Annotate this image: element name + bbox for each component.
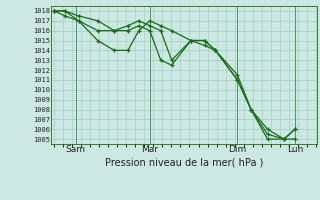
X-axis label: Pression niveau de la mer( hPa ): Pression niveau de la mer( hPa )	[105, 157, 263, 167]
